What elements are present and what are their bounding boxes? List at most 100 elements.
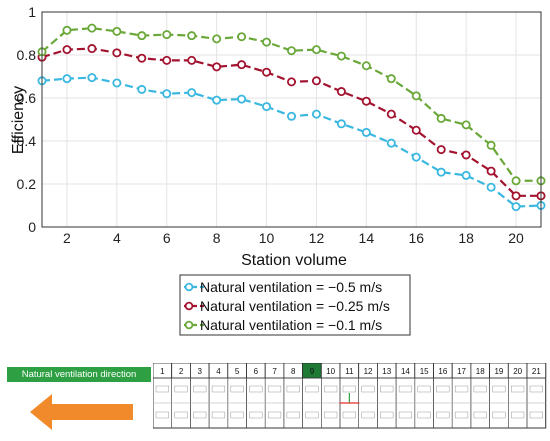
y-tick-label: 0: [28, 219, 36, 235]
plan-room: [454, 385, 469, 393]
plan-room: [529, 411, 543, 419]
station-number: 14: [401, 367, 410, 376]
data-point: [212, 95, 222, 105]
data-point: [137, 53, 147, 63]
station-number: 5: [235, 367, 240, 376]
plan-room: [193, 385, 207, 393]
data-point: [411, 125, 421, 135]
station-number: 3: [198, 367, 203, 376]
plan-room: [230, 385, 244, 393]
plot-frame: [41, 11, 542, 228]
station-strip: 1 2 3 4 5 6 7 8 9 10 11 12 13 14 15 16 17 18 19 20 21: [153, 363, 547, 429]
x-tick-label: 18: [458, 230, 474, 246]
data-point: [386, 109, 396, 119]
plan-room: [211, 411, 226, 419]
data-point: [411, 91, 421, 101]
plan-room: [155, 385, 169, 393]
station-number: 15: [420, 367, 429, 376]
ventilation-direction-arrow-icon: [30, 394, 133, 430]
plan-room: [361, 411, 375, 419]
data-point: [436, 113, 446, 123]
data-point: [436, 167, 446, 177]
plan-room: [249, 411, 263, 419]
data-point: [336, 87, 346, 97]
station-number: 17: [457, 367, 466, 376]
data-point: [212, 34, 222, 44]
plan-room: [361, 385, 375, 393]
station-number: 21: [532, 367, 541, 376]
station-number: 1: [160, 367, 165, 376]
data-point: [262, 102, 272, 112]
plan-room: [473, 411, 487, 419]
plan-room: [249, 385, 263, 393]
data-point: [486, 166, 496, 176]
x-tick-label: 8: [213, 230, 221, 246]
data-point: [511, 191, 521, 201]
legend-entry: Natural ventilation = −0.5 m/s: [200, 279, 382, 295]
plan-room: [380, 411, 394, 419]
data-point: [262, 67, 272, 77]
data-point: [137, 31, 147, 41]
data-point: [112, 78, 122, 88]
data-point: [486, 140, 496, 150]
plan-room: [398, 411, 413, 419]
series-1: [37, 73, 546, 212]
data-point: [237, 94, 247, 104]
data-point: [62, 45, 72, 55]
data-point: [336, 119, 346, 129]
data-point: [411, 152, 421, 162]
plan-room: [305, 385, 319, 393]
data-point: [237, 32, 247, 42]
plan-room: [286, 411, 300, 419]
legend-entry: Natural ventilation = −0.1 m/s: [200, 317, 382, 333]
ventilation-direction-banner: Natural ventilation direction: [7, 367, 151, 382]
legend-box: [179, 274, 411, 336]
data-point: [311, 45, 321, 55]
station-number: 13: [382, 367, 391, 376]
plan-room: [174, 385, 188, 393]
plan-room: [417, 385, 431, 393]
data-point: [112, 26, 122, 36]
plan-room: [492, 385, 506, 393]
plan-room: [267, 411, 282, 419]
legend-entry: Natural ventilation = −0.25 m/s: [200, 298, 390, 314]
x-tick-label: 2: [63, 230, 71, 246]
data-point: [361, 127, 371, 137]
data-point: [461, 120, 471, 130]
plan-room: [436, 411, 450, 419]
station-number: 6: [254, 367, 259, 376]
data-point: [112, 48, 122, 58]
y-tick-label: 0.6: [17, 90, 37, 106]
data-point: [511, 176, 521, 186]
x-tick-label: 10: [259, 230, 275, 246]
station-number: 16: [438, 367, 447, 376]
data-point: [286, 77, 296, 87]
plan-room: [454, 411, 469, 419]
data-point: [162, 55, 172, 65]
data-point: [386, 138, 396, 148]
plan-room: [342, 411, 356, 419]
data-point: [87, 44, 97, 54]
data-point: [62, 25, 72, 35]
station-number: 9: [310, 367, 315, 376]
plan-room: [155, 411, 169, 419]
data-point: [461, 150, 471, 160]
data-point: [262, 37, 272, 47]
plan-room: [286, 385, 300, 393]
station-number: 11: [345, 367, 354, 376]
data-point: [361, 61, 371, 71]
plan-room: [398, 385, 413, 393]
legend-swatch-marker: [184, 282, 194, 292]
plan-room: [380, 385, 394, 393]
data-point: [436, 145, 446, 155]
x-axis-label: Station volume: [241, 252, 347, 269]
station-number: 8: [291, 367, 296, 376]
data-point: [187, 88, 197, 98]
plan-room: [529, 385, 543, 393]
plan-room: [511, 385, 525, 393]
data-point: [286, 46, 296, 56]
plan-room: [211, 385, 226, 393]
plan-room: [436, 385, 450, 393]
legend-swatch-marker: [184, 320, 194, 330]
plan-room: [324, 411, 338, 419]
